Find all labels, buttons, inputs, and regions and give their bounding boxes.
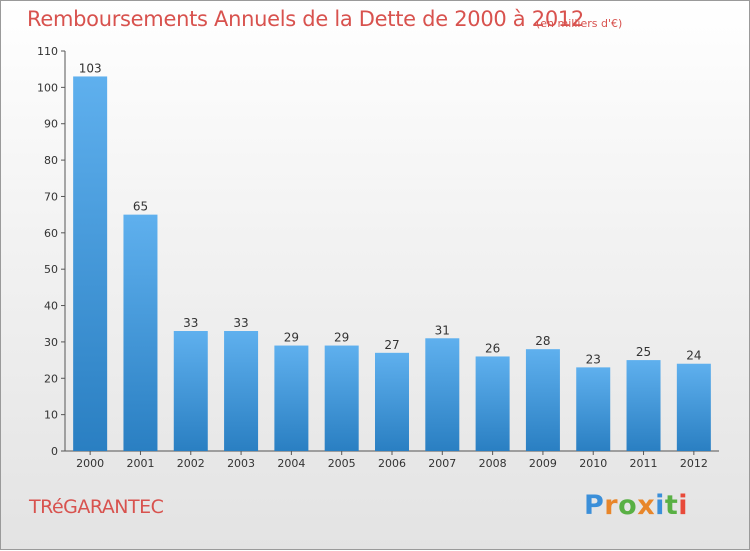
- x-tick-label: 2006: [378, 457, 406, 470]
- x-tick-label: 2012: [680, 457, 708, 470]
- bar-2002[interactable]: [173, 331, 208, 451]
- bar-2006[interactable]: [375, 352, 409, 451]
- bar-2007[interactable]: [425, 338, 460, 451]
- bar-2008[interactable]: [475, 356, 510, 451]
- bar-value-label: 33: [233, 316, 248, 330]
- bar-value-label: 29: [284, 331, 299, 345]
- logo-letter: i: [678, 490, 689, 521]
- y-tick-label: 100: [37, 81, 58, 94]
- bar-2005[interactable]: [324, 345, 359, 451]
- y-tick-label: 60: [44, 227, 58, 240]
- x-tick-label: 2009: [529, 457, 557, 470]
- bar-2003[interactable]: [224, 331, 259, 451]
- y-tick-label: 50: [44, 263, 58, 276]
- logo-letter: P: [584, 490, 605, 521]
- proxiti-logo[interactable]: Proxiti: [584, 490, 688, 521]
- logo-letter: x: [637, 490, 656, 521]
- bar-2012[interactable]: [676, 363, 711, 451]
- x-tick-label: 2004: [277, 457, 305, 470]
- y-tick-label: 0: [51, 445, 58, 458]
- bar-value-label: 31: [435, 323, 450, 337]
- x-tick-label: 2001: [126, 457, 154, 470]
- y-tick-label: 40: [44, 300, 58, 313]
- bar-2000[interactable]: [73, 76, 108, 452]
- y-tick-label: 30: [44, 336, 58, 349]
- x-tick-label: 2000: [76, 457, 104, 470]
- bar-value-label: 27: [384, 338, 399, 352]
- y-tick-label: 70: [44, 190, 58, 203]
- x-tick-label: 2003: [227, 457, 255, 470]
- bar-value-label: 23: [586, 352, 601, 366]
- y-tick-label: 20: [44, 372, 58, 385]
- y-tick-label: 10: [44, 409, 58, 422]
- commune-name: TRéGARANTEC: [29, 496, 164, 518]
- y-tick-label: 90: [44, 118, 58, 131]
- x-tick-label: 2002: [177, 457, 205, 470]
- bar-value-label: 24: [686, 349, 701, 363]
- logo-letter: i: [655, 490, 665, 521]
- x-tick-label: 2011: [630, 457, 658, 470]
- y-tick-label: 110: [37, 45, 58, 58]
- bar-value-label: 65: [133, 200, 148, 214]
- bar-value-label: 29: [334, 331, 349, 345]
- logo-letter: r: [604, 490, 619, 521]
- bar-value-label: 25: [636, 345, 651, 359]
- x-tick-label: 2008: [479, 457, 507, 470]
- bar-2010[interactable]: [576, 367, 611, 451]
- logo-letter: o: [618, 490, 638, 521]
- bar-value-label: 26: [485, 341, 500, 355]
- bar-value-label: 28: [535, 334, 550, 348]
- x-tick-label: 2010: [579, 457, 607, 470]
- bar-value-label: 33: [183, 316, 198, 330]
- logo-letter: t: [664, 490, 679, 521]
- x-tick-label: 2007: [428, 457, 456, 470]
- bar-value-label: 103: [79, 61, 102, 75]
- chart-unit: (en milliers d'€): [536, 17, 623, 30]
- x-tick-label: 2005: [328, 457, 356, 470]
- bar-2011[interactable]: [626, 360, 661, 451]
- bar-2009[interactable]: [525, 349, 560, 451]
- chart-title: Remboursements Annuels de la Dette de 20…: [27, 7, 584, 31]
- bar-2001[interactable]: [123, 214, 158, 451]
- y-tick-label: 80: [44, 154, 58, 167]
- bar-2004[interactable]: [274, 345, 309, 451]
